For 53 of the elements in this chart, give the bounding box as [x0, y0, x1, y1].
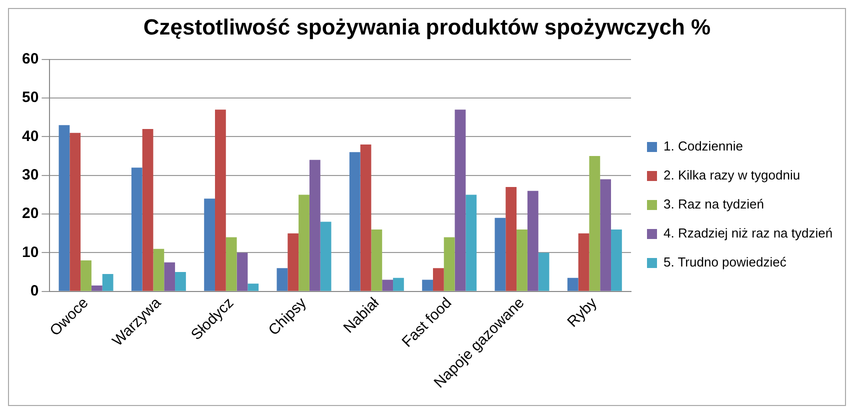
legend-label: 1. Codziennie: [664, 138, 743, 154]
bar: [444, 237, 455, 291]
y-tick-label: 0: [30, 282, 39, 300]
bar: [527, 190, 538, 291]
bar: [494, 218, 506, 291]
y-tick-label: 10: [22, 244, 39, 261]
bar: [466, 194, 477, 291]
bar: [432, 268, 444, 291]
bar: [226, 237, 237, 291]
bar: [393, 278, 404, 291]
bar: [102, 274, 114, 291]
bar: [276, 268, 288, 291]
bar: [611, 230, 622, 291]
y-tick-label: 50: [22, 89, 39, 106]
legend-label: 5. Trudno powiedzieć: [664, 254, 787, 270]
bar: [153, 248, 164, 291]
bar: [70, 132, 81, 291]
bar: [360, 144, 372, 291]
bar: [58, 125, 70, 291]
bar: [204, 198, 215, 291]
bar: [567, 278, 578, 291]
chart-title: Częstotliwość spożywania produktów spożywczych %: [143, 14, 711, 40]
legend-label: 2. Kilka razy w tygodniu: [664, 168, 800, 183]
bar: [589, 156, 600, 291]
bar: [298, 194, 310, 291]
y-tick-label: 30: [22, 166, 39, 184]
bar: [91, 286, 102, 291]
bar: [288, 233, 299, 291]
bar: [454, 110, 466, 291]
bar: [214, 110, 226, 291]
bar: [309, 160, 320, 291]
bar: [349, 152, 360, 291]
bar: [538, 252, 550, 291]
bar: [80, 260, 92, 291]
bar: [600, 179, 612, 291]
bar: [164, 262, 176, 291]
bar: [578, 233, 590, 291]
bar: [175, 272, 186, 291]
bar: [248, 284, 259, 291]
bar: [422, 280, 433, 291]
legend-label: 4. Rzadziej niż raz na tydzień: [664, 226, 833, 241]
y-tick-label: 20: [22, 205, 39, 222]
bar: [320, 222, 332, 291]
bar: [236, 252, 248, 291]
y-tick-label: 60: [22, 50, 39, 68]
bar: [371, 230, 382, 291]
legend-label: 3. Raz na tydzień: [664, 196, 764, 212]
bar: [131, 168, 142, 291]
bar: [382, 280, 394, 291]
y-tick-label: 40: [22, 128, 39, 145]
bar: [516, 230, 528, 291]
bar: [506, 186, 517, 291]
bar: [142, 128, 154, 291]
